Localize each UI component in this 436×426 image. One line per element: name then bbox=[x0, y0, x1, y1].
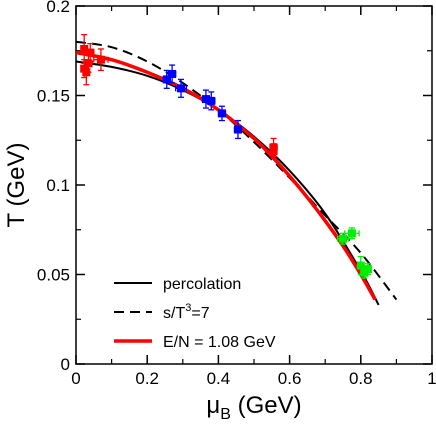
y-tick-labels: 0 0.05 0.1 0.15 0.2 bbox=[37, 0, 70, 374]
plot-area bbox=[75, 5, 433, 365]
series-line-percolation bbox=[75, 60, 380, 306]
x-tick-label: 0.4 bbox=[207, 369, 231, 388]
x-axis-title: μB (GeV) bbox=[206, 392, 301, 423]
x-axis-title-sub: B bbox=[220, 406, 231, 423]
x-tick-label: 0 bbox=[71, 369, 80, 388]
point-marker bbox=[162, 75, 171, 84]
series-line-s-over-t3 bbox=[75, 40, 398, 301]
point-marker bbox=[84, 59, 93, 68]
data-point bbox=[93, 48, 109, 72]
x-tick-label: 1 bbox=[427, 369, 436, 388]
axis-ticks bbox=[75, 5, 433, 365]
y-tick-label: 0.2 bbox=[46, 0, 70, 16]
x-axis-title-main: μ bbox=[206, 392, 220, 419]
point-marker bbox=[363, 265, 372, 274]
data-point bbox=[175, 78, 188, 98]
data-point bbox=[337, 232, 349, 245]
legend: percolation s/T3=7 E/N = 1.08 GeV bbox=[114, 276, 276, 351]
data-point bbox=[217, 105, 227, 122]
point-marker bbox=[168, 70, 177, 79]
data-point bbox=[269, 143, 278, 159]
point-marker bbox=[269, 146, 278, 155]
point-marker bbox=[347, 229, 356, 238]
series-lines bbox=[75, 40, 398, 306]
point-marker bbox=[201, 95, 210, 104]
point-marker bbox=[207, 96, 216, 105]
point-marker bbox=[177, 84, 186, 93]
point-marker bbox=[356, 261, 365, 270]
legend-label-percolation: percolation bbox=[163, 276, 241, 293]
point-marker bbox=[96, 55, 105, 64]
data-point bbox=[207, 91, 216, 111]
legend-label-e-over-n: E/N = 1.08 GeV bbox=[163, 334, 276, 351]
data-point bbox=[233, 119, 243, 140]
y-tick-label: 0.05 bbox=[37, 266, 70, 285]
data-point bbox=[363, 263, 372, 276]
y-tick-label: 0.15 bbox=[37, 87, 70, 106]
y-axis-title: T (GeV) bbox=[3, 143, 30, 228]
legend-label-s-over-t3: s/T3=7 bbox=[163, 302, 210, 322]
x-tick-label: 0.6 bbox=[278, 369, 302, 388]
data-point bbox=[167, 64, 177, 84]
x-axis-title-unit: (GeV) bbox=[231, 392, 302, 419]
point-marker bbox=[86, 48, 95, 57]
data-point bbox=[344, 227, 360, 240]
y-tick-label: 0 bbox=[61, 355, 70, 374]
data-point bbox=[86, 42, 95, 63]
x-tick-label: 0.8 bbox=[349, 369, 373, 388]
point-marker bbox=[217, 109, 226, 118]
series-line-e-over-n bbox=[75, 50, 377, 301]
x-tick-label: 0.2 bbox=[135, 369, 159, 388]
plot-frame bbox=[75, 5, 433, 365]
data-points bbox=[80, 33, 372, 279]
point-marker bbox=[339, 234, 347, 243]
point-marker bbox=[233, 125, 242, 134]
x-tick-labels: 0 0.2 0.4 0.6 0.8 1 bbox=[71, 369, 436, 388]
point-marker bbox=[80, 44, 89, 53]
y-tick-label: 0.1 bbox=[46, 176, 70, 195]
